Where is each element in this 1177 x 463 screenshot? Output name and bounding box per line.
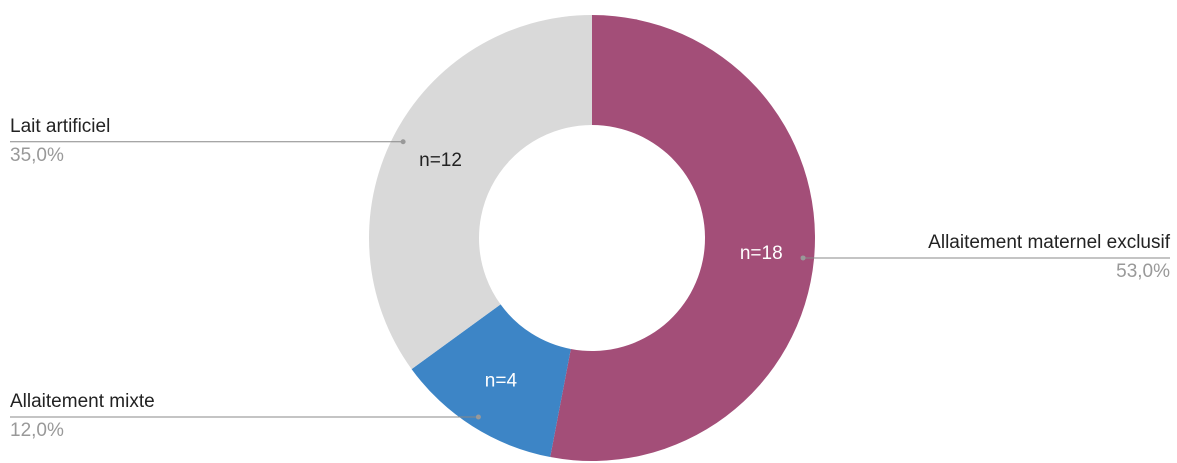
donut-slice	[550, 15, 815, 461]
leader-dot	[475, 414, 481, 420]
category-label: Allaitement mixte	[10, 391, 155, 412]
percent-label: 35,0%	[10, 145, 64, 166]
slice-label: n=4	[485, 371, 518, 392]
slice-label: n=18	[740, 243, 783, 264]
leader-dot	[400, 139, 406, 145]
percent-label: 12,0%	[10, 420, 64, 441]
percent-label: 53,0%	[1116, 261, 1170, 282]
donut-slice	[368, 15, 592, 370]
donut-slice	[411, 304, 571, 458]
category-label: Lait artificiel	[10, 116, 110, 137]
slice-label: n=12	[419, 150, 462, 171]
category-label: Allaitement maternel exclusif	[928, 232, 1171, 253]
leader-dot	[800, 255, 806, 261]
